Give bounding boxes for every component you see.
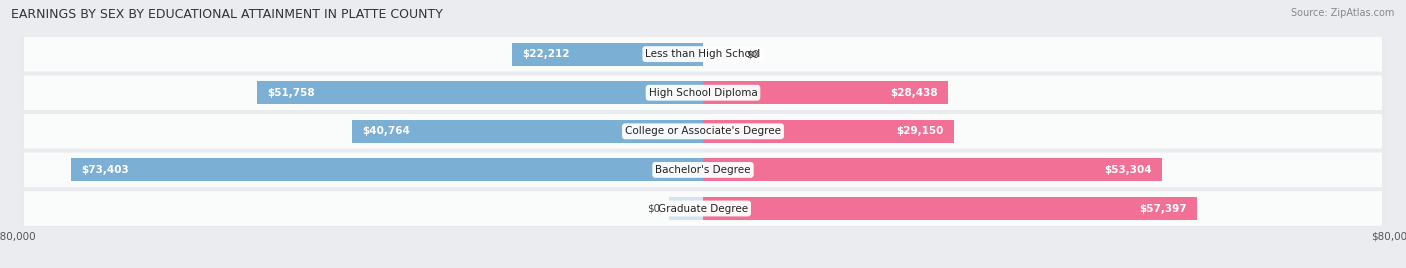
Text: $73,403: $73,403: [82, 165, 129, 175]
FancyBboxPatch shape: [24, 75, 1382, 110]
FancyBboxPatch shape: [24, 152, 1382, 187]
Text: $53,304: $53,304: [1104, 165, 1152, 175]
FancyBboxPatch shape: [21, 113, 1385, 150]
FancyBboxPatch shape: [21, 75, 1385, 111]
FancyBboxPatch shape: [21, 36, 1385, 72]
FancyBboxPatch shape: [24, 114, 1382, 149]
FancyBboxPatch shape: [21, 152, 1385, 188]
Bar: [703, 158, 1161, 181]
Text: $57,397: $57,397: [1139, 203, 1187, 214]
Text: High School Diploma: High School Diploma: [648, 88, 758, 98]
Text: $40,764: $40,764: [363, 126, 411, 136]
Bar: [703, 81, 948, 104]
Bar: [669, 197, 703, 220]
Bar: [703, 197, 1198, 220]
Bar: [703, 120, 955, 143]
FancyBboxPatch shape: [24, 191, 1382, 226]
Bar: [257, 81, 703, 104]
Text: Bachelor's Degree: Bachelor's Degree: [655, 165, 751, 175]
Text: EARNINGS BY SEX BY EDUCATIONAL ATTAINMENT IN PLATTE COUNTY: EARNINGS BY SEX BY EDUCATIONAL ATTAINMEN…: [11, 8, 443, 21]
Text: Source: ZipAtlas.com: Source: ZipAtlas.com: [1291, 8, 1395, 18]
FancyBboxPatch shape: [24, 37, 1382, 72]
Bar: [70, 158, 703, 181]
FancyBboxPatch shape: [21, 190, 1385, 227]
Text: $0: $0: [647, 203, 659, 214]
Text: Graduate Degree: Graduate Degree: [658, 203, 748, 214]
Text: $28,438: $28,438: [890, 88, 938, 98]
Bar: [512, 43, 703, 66]
Text: Less than High School: Less than High School: [645, 49, 761, 59]
Text: $29,150: $29,150: [896, 126, 943, 136]
Bar: [352, 120, 703, 143]
Text: $51,758: $51,758: [267, 88, 315, 98]
Text: $22,212: $22,212: [522, 49, 569, 59]
Text: College or Associate's Degree: College or Associate's Degree: [626, 126, 780, 136]
Text: $0: $0: [747, 49, 759, 59]
